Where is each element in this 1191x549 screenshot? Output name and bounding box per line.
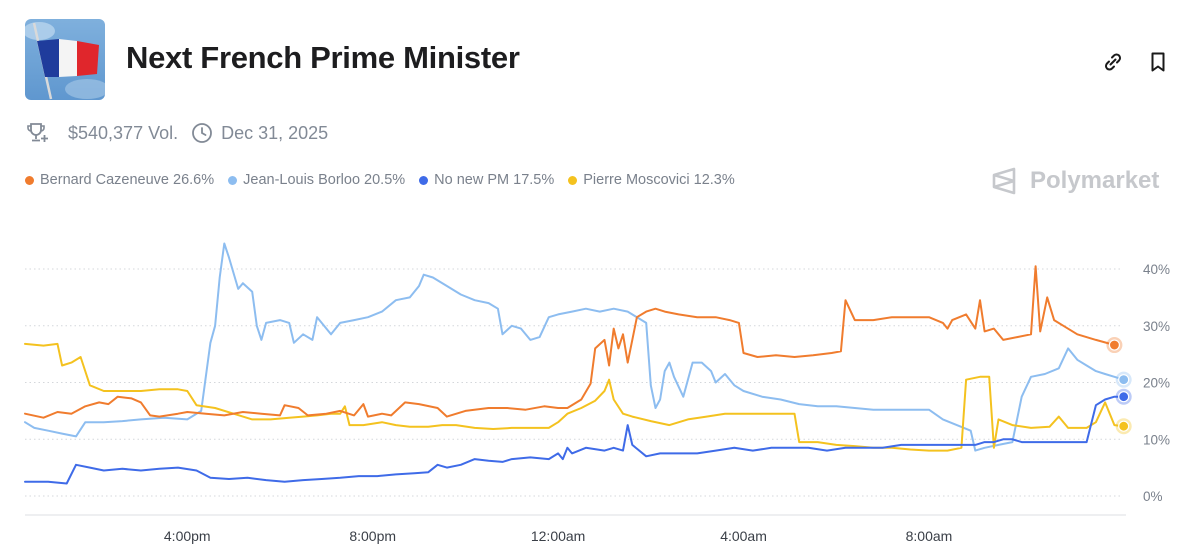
series-line-jean-louis-borloo <box>24 242 1125 452</box>
legend-label: Bernard Cazeneuve 26.6% <box>40 172 215 188</box>
series-line-bernard-cazeneuve <box>24 265 1116 419</box>
series-line-pierre-moscovici <box>24 342 1125 452</box>
bookmark-button[interactable] <box>1146 50 1170 74</box>
y-tick-label: 40% <box>1143 262 1170 277</box>
legend-label: No new PM 17.5% <box>434 172 555 188</box>
legend-item-cazeneuve[interactable]: Bernard Cazeneuve 26.6% <box>25 172 214 188</box>
end-date-text: Dec 31, 2025 <box>221 122 329 143</box>
y-tick-label: 0% <box>1143 489 1163 504</box>
series-end-point <box>1118 374 1130 386</box>
series-end-point <box>1118 391 1130 403</box>
copy-link-button[interactable] <box>1101 50 1125 74</box>
market-title: Next French Prime Minister <box>126 40 520 75</box>
x-tick-label: 8:00am <box>906 528 953 544</box>
market-meta: $540,377 Vol. Dec 31, 2025 <box>25 121 328 145</box>
link-icon <box>1104 53 1122 71</box>
x-tick-label: 4:00pm <box>164 528 211 544</box>
series-line-no-new-pm <box>24 395 1125 485</box>
trophy-icon <box>27 123 48 142</box>
clock-icon <box>192 123 213 143</box>
y-tick-label: 10% <box>1143 432 1170 447</box>
polymarket-brand: Polymarket <box>990 166 1159 196</box>
chart-legend: Bernard Cazeneuve 26.6% Jean-Louis Borlo… <box>25 172 749 188</box>
x-tick-label: 8:00pm <box>349 528 396 544</box>
brand-name: Polymarket <box>1030 167 1160 194</box>
y-tick-label: 30% <box>1143 319 1170 334</box>
series-end-point <box>1108 339 1121 351</box>
legend-item-no-new-pm[interactable]: No new PM 17.5% <box>419 172 554 188</box>
x-tick-label: 12:00am <box>531 528 585 544</box>
x-tick-label: 4:00am <box>720 528 767 544</box>
market-icon <box>25 19 105 100</box>
legend-item-borloo[interactable]: Jean-Louis Borloo 20.5% <box>228 172 405 188</box>
legend-label: Pierre Moscovici 12.3% <box>583 172 735 188</box>
legend-dot <box>25 175 34 185</box>
legend-dot <box>568 175 578 185</box>
legend-item-moscovici[interactable]: Pierre Moscovici 12.3% <box>568 172 735 188</box>
french-flag-image <box>25 19 105 100</box>
y-tick-label: 20% <box>1143 376 1170 391</box>
volume-text: $540,377 Vol. <box>68 122 179 143</box>
polymarket-logo-icon <box>992 167 1016 195</box>
bookmark-icon <box>1151 52 1165 72</box>
legend-dot <box>419 175 429 185</box>
series-end-point <box>1118 420 1130 432</box>
legend-dot <box>228 175 238 185</box>
legend-label: Jean-Louis Borloo 20.5% <box>243 172 406 188</box>
